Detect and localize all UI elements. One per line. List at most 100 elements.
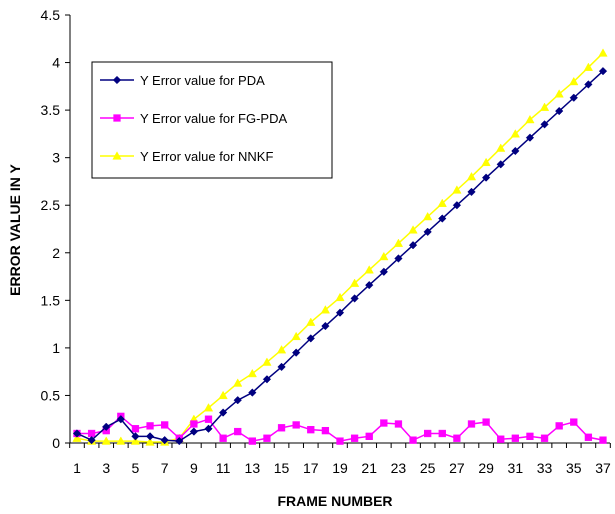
legend-item: Y Error value for NNKF [100, 149, 273, 164]
legend-label: Y Error value for NNKF [140, 149, 273, 164]
x-tick-label: 21 [361, 460, 377, 476]
x-tick-label: 27 [449, 460, 465, 476]
data-point [72, 429, 82, 438]
y-tick-label: 1.5 [41, 292, 61, 308]
data-point [218, 390, 228, 400]
x-tick-label: 23 [391, 460, 407, 476]
data-point [365, 432, 373, 440]
data-point [204, 415, 213, 423]
data-point [116, 436, 126, 445]
data-point [408, 241, 418, 250]
data-point [87, 429, 96, 438]
data-point [175, 436, 184, 446]
y-tick-label: 0.5 [41, 387, 61, 403]
data-point [511, 434, 519, 442]
data-point [335, 308, 345, 317]
data-point [510, 129, 520, 138]
legend-marker [113, 114, 121, 122]
data-point [145, 432, 155, 441]
data-point [262, 375, 272, 384]
data-point [350, 294, 359, 303]
legend-item: Y Error value for PDA [100, 73, 265, 88]
x-tick-label: 35 [566, 460, 582, 476]
x-tick-label: 33 [537, 460, 553, 476]
data-point [350, 434, 359, 442]
data-point [424, 429, 432, 438]
data-point [247, 368, 257, 378]
data-point [481, 157, 491, 167]
data-point [525, 114, 535, 124]
data-point [306, 334, 315, 343]
data-point [336, 437, 344, 445]
data-point [409, 436, 417, 444]
data-point [467, 187, 476, 197]
data-point [599, 436, 607, 444]
data-point [102, 422, 111, 431]
data-point [526, 432, 534, 440]
data-point [453, 434, 461, 442]
data-point [160, 435, 169, 445]
data-point [511, 146, 520, 156]
data-point [276, 345, 287, 354]
data-point [438, 214, 447, 223]
legend-marker [112, 75, 122, 85]
x-tick-label: 25 [420, 460, 436, 476]
legend-label: Y Error value for PDA [140, 73, 265, 88]
data-point [467, 420, 476, 428]
data-point [496, 160, 505, 169]
data-point [554, 89, 564, 98]
data-point [292, 348, 301, 357]
series-triangle [72, 48, 608, 446]
data-point [101, 436, 111, 445]
legend-item: Y Error value for FG-PDA [100, 111, 287, 126]
data-point [291, 331, 301, 341]
data-point [379, 267, 388, 276]
data-point [482, 418, 490, 426]
data-point [598, 48, 608, 57]
data-point [569, 93, 578, 102]
y-tick-label: 2 [52, 245, 60, 261]
x-axis: 1 3 5 7 9 11 13 15 17 19 21 23 25 27 29 31 33 35 37 [69, 442, 611, 476]
y-tick-label: 4.5 [41, 7, 61, 23]
data-point [481, 173, 491, 182]
data-point [598, 66, 608, 76]
legend: Y Error value for PDA Y Error value for F… [91, 61, 333, 179]
x-tick-label: 9 [190, 460, 198, 476]
data-point [584, 80, 593, 89]
data-point [438, 429, 446, 438]
data-point [146, 422, 154, 430]
data-point [583, 62, 594, 71]
data-point [525, 133, 535, 142]
x-tick-label: 11 [216, 460, 231, 476]
data-point [292, 421, 300, 429]
data-point [219, 434, 227, 442]
data-point [277, 362, 286, 372]
x-tick-label: 3 [102, 460, 110, 476]
data-point [130, 436, 141, 445]
data-point [466, 171, 477, 181]
data-point [335, 292, 345, 302]
x-axis-title: FRAME NUMBER [277, 493, 392, 509]
y-tick-label: 2.5 [41, 197, 61, 213]
y-axis-title: ERROR VALUE IN Y [7, 163, 23, 295]
y-tick-label: 4 [52, 55, 60, 71]
data-point [584, 433, 593, 441]
data-point [393, 238, 404, 247]
legend-marker [112, 151, 122, 160]
x-tick-label: 17 [303, 460, 319, 476]
data-point [203, 403, 214, 412]
x-tick-label: 13 [245, 460, 261, 476]
y-tick-label: 1 [52, 340, 60, 356]
data-point [277, 424, 286, 432]
data-point [87, 435, 96, 445]
data-point [321, 426, 330, 435]
data-point [365, 280, 374, 290]
data-point [204, 424, 213, 433]
data-point [262, 357, 272, 366]
data-point [408, 225, 418, 234]
data-point [233, 396, 242, 405]
data-point [145, 437, 155, 446]
data-point [569, 76, 579, 86]
data-point [380, 419, 388, 427]
